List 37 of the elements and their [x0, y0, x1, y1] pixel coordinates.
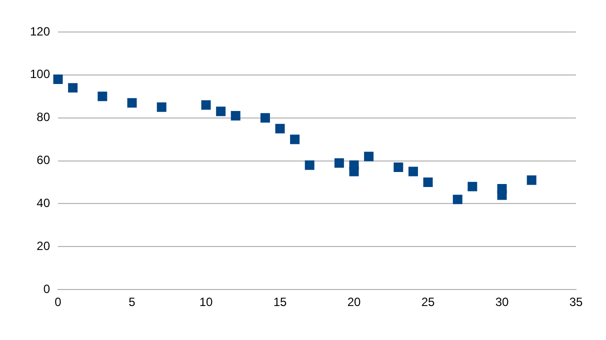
point: [68, 83, 78, 93]
x-tick-label: 15: [273, 295, 288, 310]
point: [349, 166, 359, 176]
x-tick-label: 5: [128, 295, 136, 310]
y-tick-label: 120: [30, 24, 50, 38]
y-tick-label: 60: [36, 153, 50, 168]
y-tick-label: 100: [30, 67, 50, 82]
x-tick-label: 10: [199, 295, 214, 310]
point: [53, 74, 63, 84]
point: [98, 92, 108, 102]
point: [468, 182, 478, 192]
point: [201, 100, 211, 110]
point: [275, 124, 285, 134]
point: [526, 175, 536, 185]
x-tick-label: 0: [54, 295, 62, 310]
point: [127, 98, 137, 108]
point: [304, 160, 314, 170]
x-tick-label: 35: [569, 295, 583, 310]
point: [230, 110, 240, 120]
point: [364, 152, 374, 162]
x-tick-label: 30: [495, 295, 509, 310]
point: [290, 134, 300, 144]
y-tick-label: 80: [36, 110, 50, 124]
point: [497, 190, 507, 200]
x-tick-label: 20: [347, 295, 362, 310]
y-tick-label: 20: [36, 238, 50, 253]
x-tick-label: 25: [421, 295, 435, 310]
point: [423, 178, 433, 188]
point: [334, 158, 344, 168]
point: [394, 162, 404, 172]
point: [260, 113, 270, 123]
y-tick-label: 0: [43, 282, 50, 296]
point: [216, 106, 226, 116]
point: [408, 166, 418, 176]
point: [156, 102, 166, 112]
point: [452, 194, 462, 204]
y-tick-label: 40: [36, 196, 50, 210]
